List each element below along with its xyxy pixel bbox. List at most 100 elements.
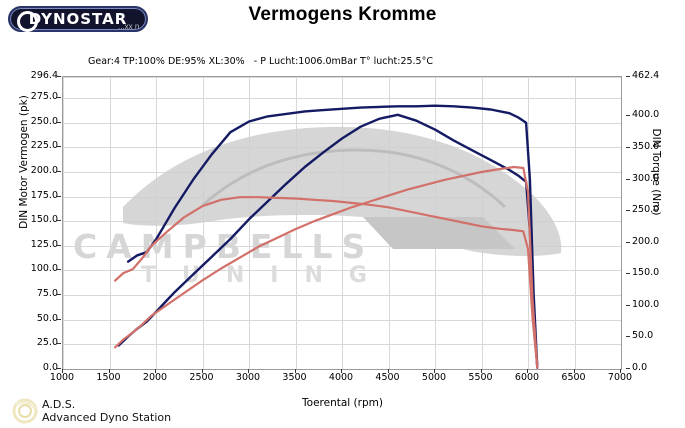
y-axis-right-tick-label: 350.0 bbox=[632, 140, 660, 152]
y-axis-left-label: DIN Motor Vermogen (pk) bbox=[18, 95, 30, 229]
x-axis-tick-label: 4500 bbox=[375, 372, 400, 383]
chart-plot-area: CAMPBELLS TUNING bbox=[62, 76, 622, 370]
tick-mark bbox=[626, 210, 630, 212]
tick-mark bbox=[57, 368, 61, 369]
tick-mark bbox=[626, 241, 630, 243]
y-axis-right-tick-label: 150.0 bbox=[632, 267, 660, 279]
tick-mark bbox=[527, 369, 528, 373]
x-axis-tick-label: 6500 bbox=[561, 372, 586, 383]
chart-series-line bbox=[114, 165, 539, 369]
tick-mark bbox=[57, 220, 61, 222]
y-axis-right-tick-label: 300.0 bbox=[632, 172, 660, 184]
logo-wordmark: DYNOSTAR bbox=[28, 10, 128, 28]
y-axis-right-tick-label: 0.0 bbox=[632, 362, 648, 373]
y-axis-left-tick-label: 50.0 bbox=[36, 312, 58, 324]
gridline-horizontal bbox=[63, 77, 621, 78]
tick-mark bbox=[57, 170, 61, 172]
tick-mark bbox=[57, 195, 61, 197]
x-axis-tick-label: 6000 bbox=[514, 372, 540, 383]
logo-d-icon bbox=[17, 11, 38, 32]
tick-mark bbox=[57, 294, 61, 296]
x-axis-tick-label: 7000 bbox=[607, 372, 633, 383]
gridline-vertical bbox=[63, 77, 64, 369]
tick-mark bbox=[62, 369, 63, 373]
y-axis-right-tick-label: 100.0 bbox=[632, 298, 660, 310]
chart-curves bbox=[114, 104, 539, 369]
legend-run-1: Gear:4 TP:100% DE:95% XL:30% - P Lucht:1… bbox=[88, 56, 433, 67]
x-axis-tick-label: 2500 bbox=[189, 372, 214, 383]
x-axis-tick-label: 3500 bbox=[282, 372, 307, 383]
gridline-horizontal bbox=[63, 270, 621, 272]
y-axis-left-tick-label: 100.0 bbox=[30, 263, 58, 275]
y-axis-left-tick-label: 0.0 bbox=[42, 362, 58, 373]
x-axis-tick-label: 4000 bbox=[328, 372, 354, 383]
page-title: Vermogens Kromme bbox=[248, 4, 437, 25]
ads-swirl-icon bbox=[12, 398, 38, 424]
tick-mark bbox=[626, 178, 630, 180]
tick-mark bbox=[248, 369, 249, 373]
chart-series-line bbox=[117, 113, 539, 369]
gridline-horizontal bbox=[63, 319, 621, 321]
tick-mark bbox=[108, 369, 110, 373]
y-axis-left-tick-label: 75.0 bbox=[36, 288, 58, 300]
y-axis-left-tick-label: 275.0 bbox=[30, 91, 58, 103]
tick-mark bbox=[626, 336, 630, 338]
tick-mark bbox=[626, 304, 630, 306]
tick-mark bbox=[57, 269, 61, 271]
gridline-horizontal bbox=[63, 98, 621, 100]
tick-mark bbox=[434, 369, 435, 373]
y-axis-left-tick-label: 25.0 bbox=[36, 337, 58, 349]
y-axis-right-tick-label: 250.0 bbox=[632, 204, 660, 216]
gridline-horizontal bbox=[63, 295, 621, 297]
y-axis-left-tick-label: 125.0 bbox=[30, 238, 58, 250]
tick-mark bbox=[480, 369, 482, 373]
x-axis-tick-label: 2000 bbox=[142, 372, 168, 383]
tick-mark bbox=[620, 369, 621, 373]
tick-mark bbox=[626, 76, 630, 77]
gridline-horizontal bbox=[63, 344, 621, 346]
tick-mark bbox=[201, 369, 203, 373]
footer-credits: A.D.S. Advanced Dyno Station bbox=[42, 398, 171, 424]
tick-mark bbox=[57, 146, 61, 148]
tick-mark bbox=[626, 146, 630, 148]
footer-line-2: Advanced Dyno Station bbox=[42, 411, 172, 424]
y-axis-left-tick-label: 200.0 bbox=[30, 164, 58, 176]
tick-mark bbox=[626, 115, 630, 117]
tick-mark bbox=[57, 76, 61, 77]
y-axis-right-tick-label: 400.0 bbox=[632, 109, 660, 121]
y-axis-right-tick-label: 200.0 bbox=[632, 235, 660, 247]
y-axis-left-tick-label: 225.0 bbox=[30, 140, 58, 152]
gridline-horizontal bbox=[63, 369, 621, 370]
x-axis-tick-label: 1000 bbox=[49, 372, 75, 383]
footer-line-1: A.D.S. bbox=[42, 398, 76, 411]
tick-mark bbox=[294, 369, 296, 373]
tick-mark bbox=[155, 369, 156, 373]
logo-subtext: ...xx n bbox=[118, 22, 140, 31]
gridline-vertical bbox=[621, 77, 622, 369]
chart-series-line bbox=[126, 104, 539, 369]
y-axis-left-tick-label: 250.0 bbox=[30, 115, 58, 127]
y-axis-left-tick-label: 150.0 bbox=[30, 214, 58, 226]
chart-series-line bbox=[114, 196, 539, 369]
y-axis-left-tick-label: 296.4 bbox=[30, 70, 58, 81]
tick-mark bbox=[57, 318, 61, 320]
tick-mark bbox=[57, 97, 61, 99]
tick-mark bbox=[626, 368, 630, 369]
tick-mark bbox=[57, 244, 61, 246]
x-axis-tick-label: 1500 bbox=[96, 372, 121, 383]
x-axis-tick-label: 3000 bbox=[235, 372, 261, 383]
x-axis-label: Toerental (rpm) bbox=[302, 397, 383, 409]
y-axis-left-tick-label: 175.0 bbox=[30, 189, 58, 201]
y-axis-right-label: DIN Torque (Nm) bbox=[650, 128, 662, 216]
y-axis-right-tick-label: 462.4 bbox=[632, 70, 660, 81]
tick-mark bbox=[387, 369, 389, 373]
y-axis-right-tick-label: 50.0 bbox=[632, 330, 654, 342]
tick-mark bbox=[57, 343, 61, 345]
gridline-horizontal bbox=[63, 122, 621, 124]
tick-mark bbox=[57, 121, 61, 123]
x-axis-tick-label: 5000 bbox=[421, 372, 447, 383]
gridline-vertical bbox=[109, 77, 111, 369]
x-axis-tick-label: 5500 bbox=[468, 372, 493, 383]
tick-mark bbox=[626, 273, 630, 275]
gridline-vertical bbox=[574, 77, 576, 369]
